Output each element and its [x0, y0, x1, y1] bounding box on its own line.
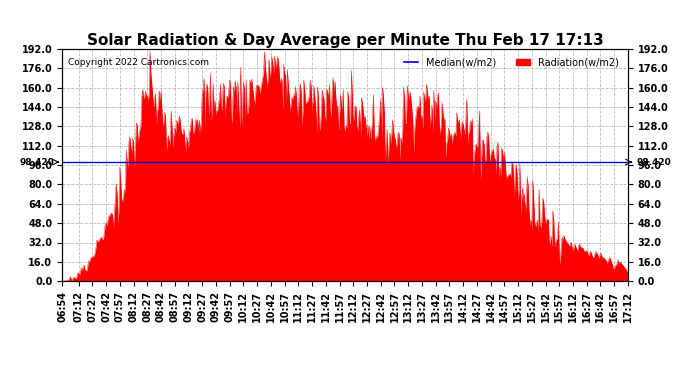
- Text: Copyright 2022 Cartronics.com: Copyright 2022 Cartronics.com: [68, 58, 209, 67]
- Legend: Median(w/m2), Radiation(w/m2): Median(w/m2), Radiation(w/m2): [400, 54, 623, 71]
- Title: Solar Radiation & Day Average per Minute Thu Feb 17 17:13: Solar Radiation & Day Average per Minute…: [87, 33, 603, 48]
- Text: 98.420: 98.420: [636, 158, 671, 166]
- Text: 98.420: 98.420: [19, 158, 54, 166]
